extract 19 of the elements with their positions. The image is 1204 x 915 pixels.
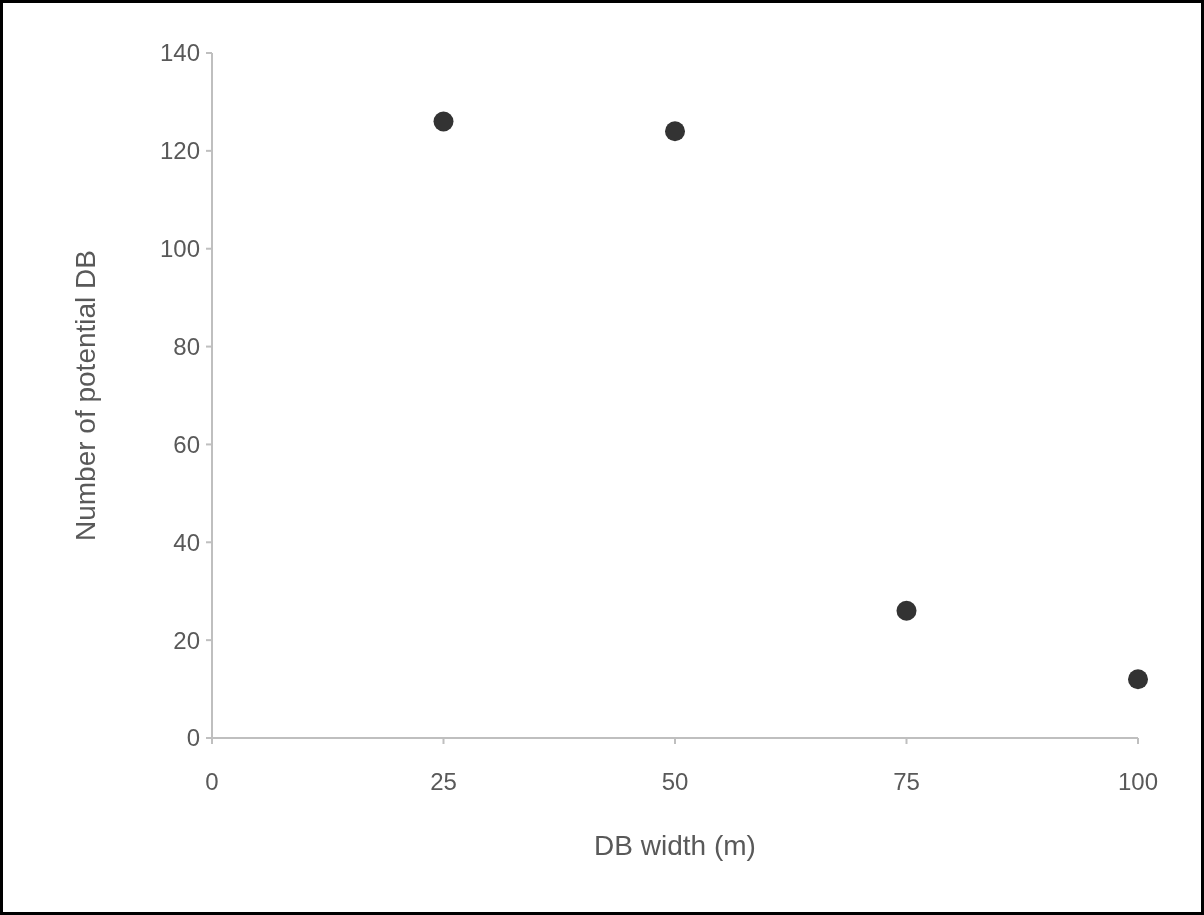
y-tick-label: 140 xyxy=(159,39,200,67)
point xyxy=(1128,669,1148,690)
point xyxy=(896,600,917,621)
y-tick-label: 40 xyxy=(173,528,200,556)
x-tick-label: 75 xyxy=(893,768,920,795)
x-tick-label: 25 xyxy=(430,768,457,795)
y-tick-label: 120 xyxy=(159,137,200,165)
x-tick-label: 0 xyxy=(205,768,219,795)
y-tick-label: 80 xyxy=(173,332,200,360)
y-tick-label: 20 xyxy=(173,626,200,654)
y-tick-label: 0 xyxy=(186,724,200,752)
point xyxy=(665,121,685,142)
x-tick-label: 100 xyxy=(1117,768,1159,795)
point xyxy=(433,111,454,132)
y-axis-title: Number of potential DB xyxy=(70,249,101,542)
x-tick-label: 50 xyxy=(661,768,689,795)
y-tick-label: 60 xyxy=(173,430,200,458)
y-tick-label: 100 xyxy=(159,235,200,263)
x-axis-title: DB width (m) xyxy=(594,830,756,861)
